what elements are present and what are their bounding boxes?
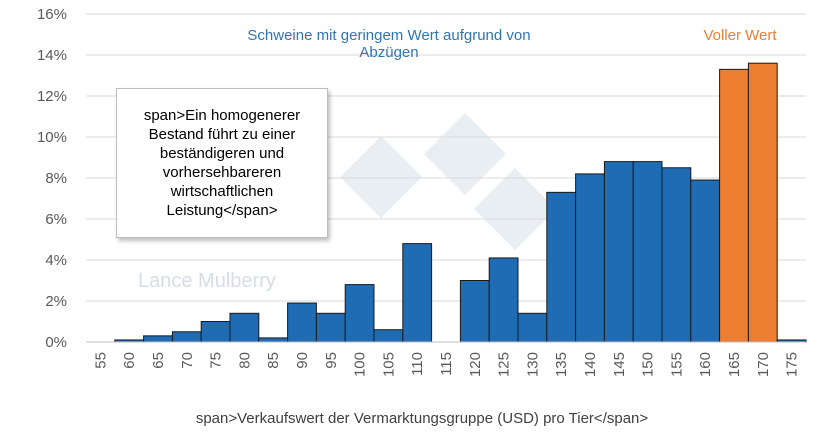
- bar: [315, 312, 346, 343]
- bar: [661, 167, 692, 343]
- x-tick-label: 80: [236, 352, 253, 369]
- watermark-logo: [339, 112, 557, 251]
- annotation-low-value-line1: Schweine mit geringem Wert aufgrund von: [247, 27, 530, 44]
- x-tick-label: 75: [208, 352, 225, 369]
- x-tick-label: 95: [323, 352, 340, 369]
- bar: [229, 312, 260, 343]
- x-tick-label: 155: [668, 352, 685, 377]
- x-tick-label: 125: [496, 352, 513, 377]
- bar: [200, 321, 231, 343]
- x-tick-label: 60: [121, 352, 138, 369]
- bar: [690, 179, 721, 343]
- x-axis-title: span>Verkaufswert der Vermarktungsgruppe…: [196, 410, 649, 427]
- bar: [719, 68, 749, 343]
- bar: [603, 161, 634, 343]
- bar: [171, 331, 202, 343]
- x-tick-label: 135: [553, 352, 570, 377]
- x-axis-ticks: 55 60 65 70 75 80 85 90 95 100 105 110 115 120 125 130 1…: [92, 352, 800, 377]
- bar: [459, 280, 490, 343]
- x-tick-label: 120: [467, 352, 484, 377]
- y-tick-label: 14%: [37, 47, 67, 64]
- callout-text: span>Ein homogenerer Bestand führt zu ei…: [143, 107, 301, 219]
- x-tick-label: 150: [640, 352, 657, 377]
- x-tick-label: 85: [265, 352, 282, 369]
- x-tick-label: 70: [179, 352, 196, 369]
- bar: [575, 173, 605, 343]
- y-tick-label: 2%: [45, 293, 67, 310]
- bar: [402, 243, 433, 343]
- bar: [373, 329, 404, 343]
- y-tick-label: 8%: [45, 170, 67, 187]
- callout-box: span>Ein homogenerer Bestand führt zu ei…: [116, 88, 328, 238]
- y-axis-ticks: 0% 2% 4% 6% 8% 10% 12% 14% 16%: [37, 6, 67, 351]
- y-tick-label: 10%: [37, 129, 67, 146]
- x-tick-label: 175: [784, 352, 801, 377]
- x-tick-label: 105: [380, 352, 397, 377]
- x-tick-label: 110: [409, 352, 426, 376]
- bar: [488, 257, 519, 343]
- x-tick-label: 140: [582, 352, 599, 377]
- x-tick-label: 115: [438, 352, 455, 376]
- watermark-name: Lance Mulberry: [138, 270, 276, 292]
- annotation-low-value-line2: Abzügen: [359, 44, 418, 61]
- bar: [517, 312, 548, 343]
- x-tick-label: 55: [92, 352, 109, 369]
- bar: [258, 337, 289, 343]
- bar: [143, 335, 173, 343]
- x-tick-label: 100: [352, 352, 369, 377]
- x-tick-label: 170: [755, 352, 772, 377]
- bar: [287, 302, 317, 343]
- bar: [344, 284, 375, 343]
- bar: [546, 191, 577, 343]
- x-tick-label: 145: [611, 352, 628, 377]
- bar: [747, 62, 778, 343]
- x-tick-label: 90: [294, 352, 311, 369]
- x-tick-label: 165: [726, 352, 743, 377]
- y-tick-label: 12%: [37, 88, 67, 105]
- bars: [114, 62, 807, 343]
- y-tick-label: 4%: [45, 252, 67, 269]
- y-tick-label: 6%: [45, 211, 67, 228]
- x-tick-label: 65: [150, 352, 167, 369]
- x-tick-label: 160: [697, 352, 714, 377]
- x-tick-label: 130: [524, 352, 541, 377]
- bar: [632, 161, 663, 343]
- y-tick-label: 16%: [37, 6, 67, 23]
- y-tick-label: 0%: [45, 334, 67, 351]
- annotation-full-value: Voller Wert: [703, 27, 777, 44]
